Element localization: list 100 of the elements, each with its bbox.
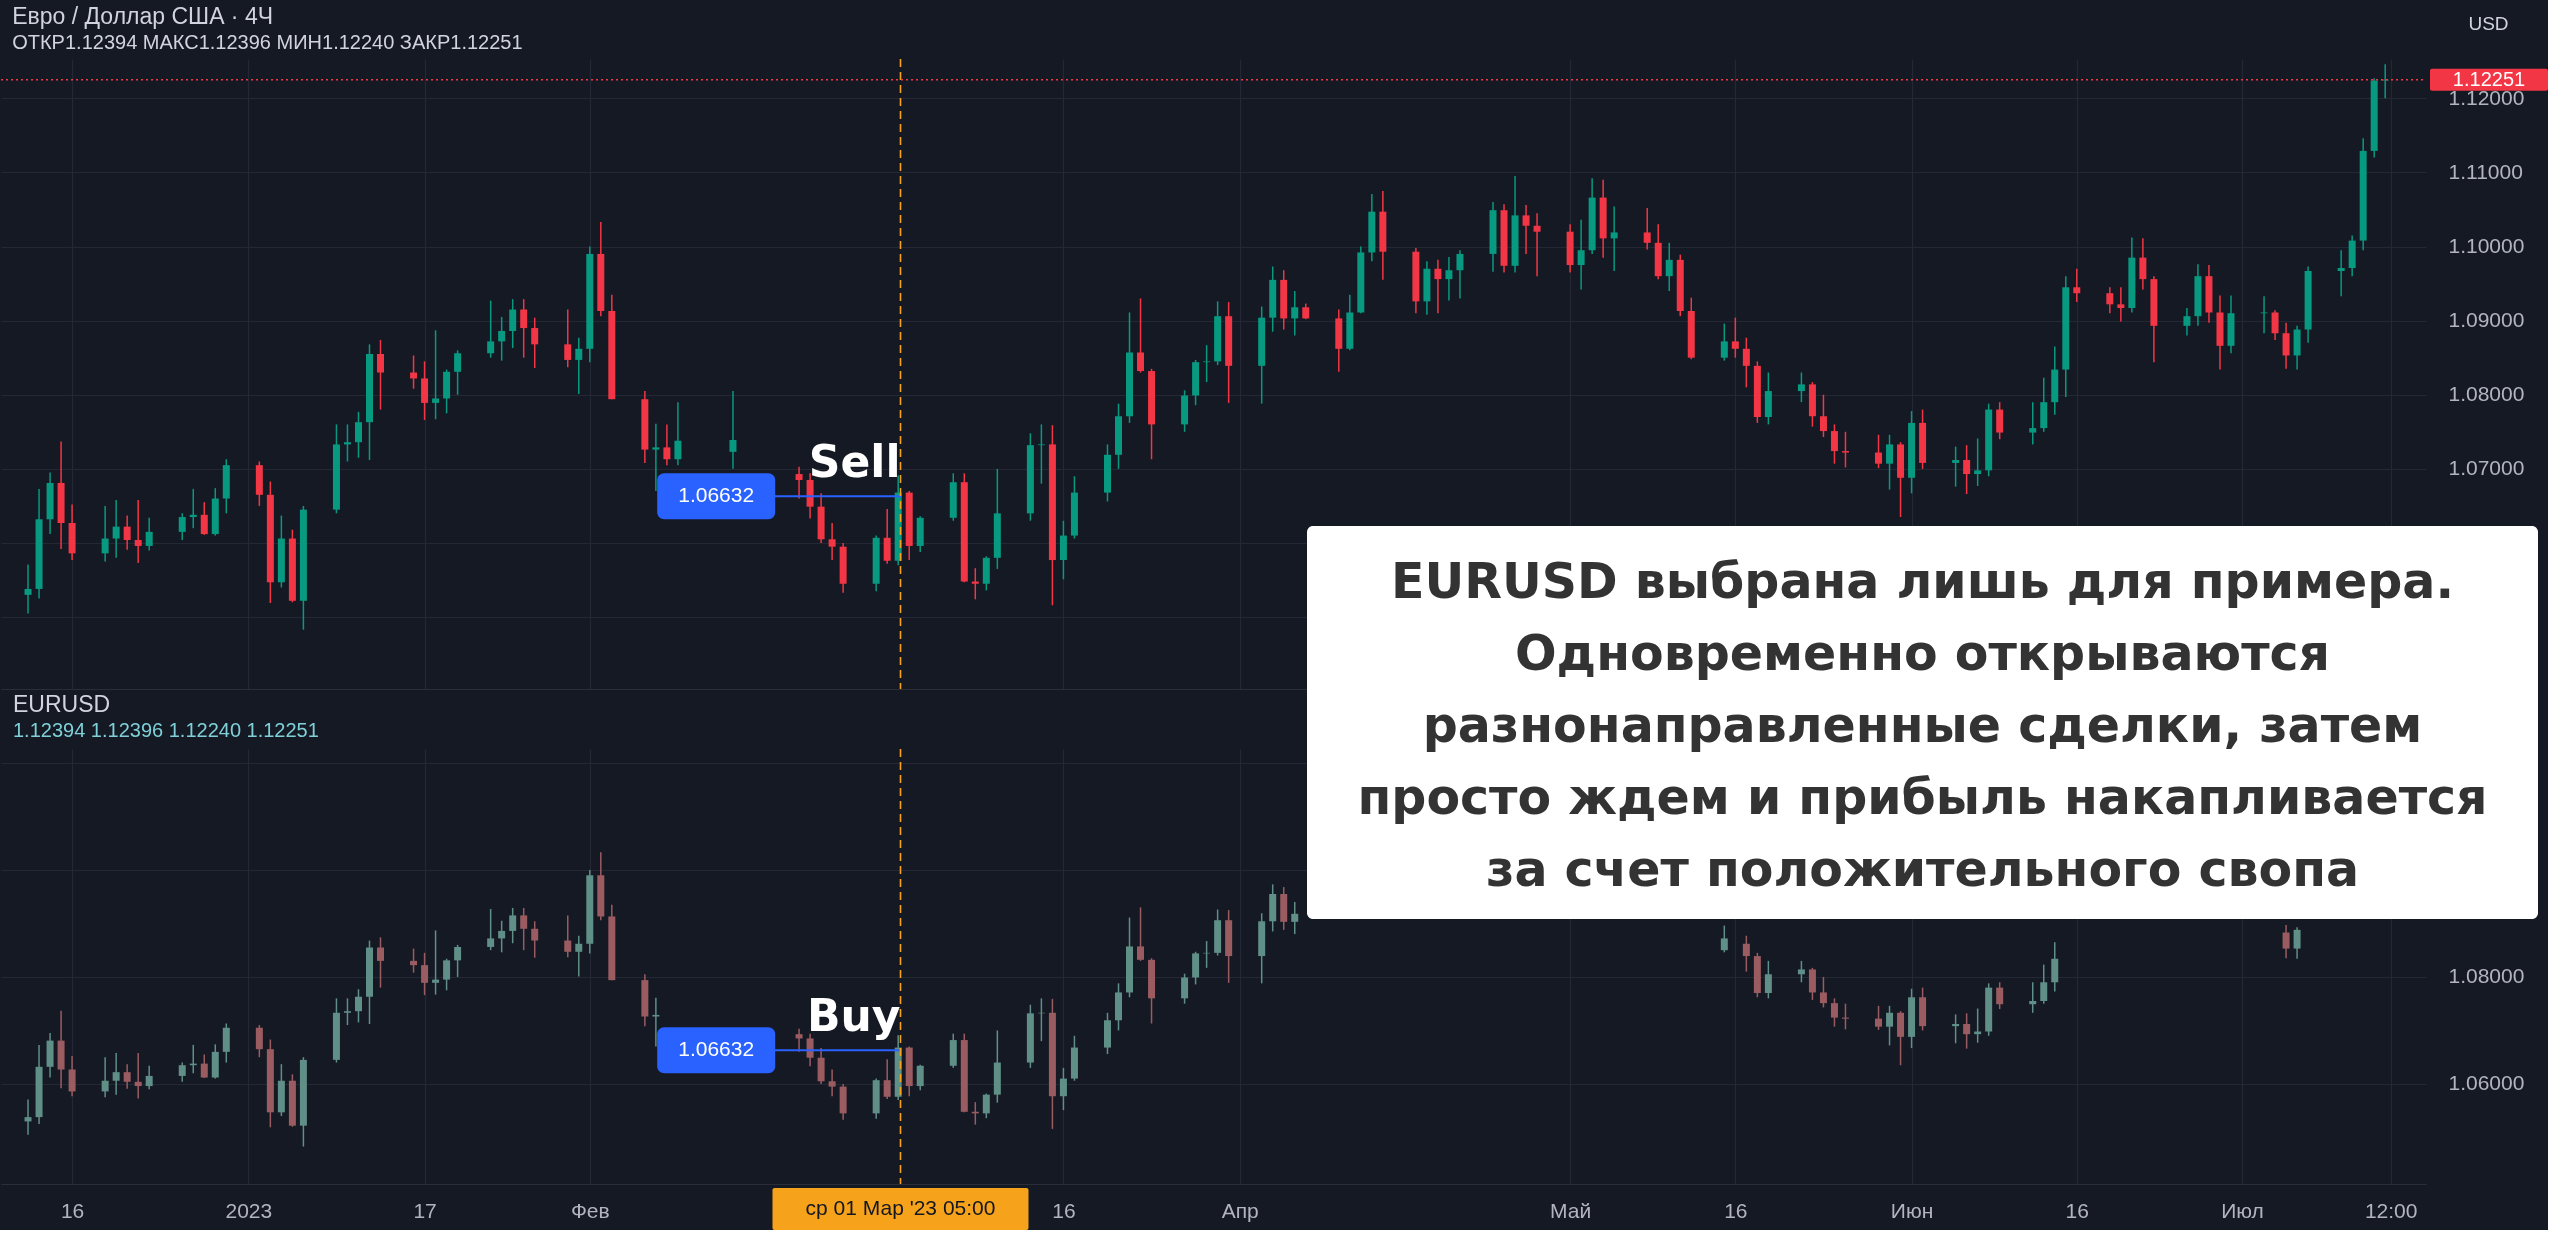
chart-subtitle: 1.12394 1.12396 1.12240 1.12251 (13, 719, 319, 741)
candlestick (454, 349, 462, 396)
candlestick (1819, 394, 1827, 438)
y-tick-label: 1.07000 (2448, 456, 2525, 480)
candlestick (575, 934, 583, 978)
candlestick (1522, 204, 1530, 255)
candlestick (1819, 976, 1827, 1009)
candlestick (343, 997, 351, 1026)
y-tick-label: 1.10000 (2448, 234, 2525, 258)
y-tick-label: 1.08000 (2448, 382, 2525, 406)
candlestick (729, 390, 737, 470)
data-label: 1.06632 (678, 483, 755, 507)
candlestick (354, 411, 362, 459)
candlestick (1720, 322, 1728, 362)
candlestick (255, 1024, 263, 1058)
y-tick-label: 1.09000 (2448, 308, 2525, 332)
candlestick (916, 1063, 924, 1092)
candlestick (1643, 207, 1651, 251)
candlestick (101, 1056, 109, 1099)
candlestick (2073, 268, 2081, 303)
x-tick-label: Июл (2221, 1198, 2264, 1222)
y-axis-title: USD (2468, 12, 2509, 34)
candlestick (1963, 444, 1971, 495)
candlestick (883, 1058, 891, 1100)
candlestick (487, 908, 495, 951)
candlestick (112, 499, 120, 559)
candlestick (509, 298, 517, 349)
candlestick (421, 952, 429, 996)
candlestick (134, 499, 142, 564)
candlestick (1996, 401, 2004, 440)
candlestick (377, 936, 384, 989)
annotation: EURUSD выбрана лишь для примера. Одновременно открываются разнонаправленные сделки, затем просто ждем и прибыль накапливается за счет положительного свопа (1357, 552, 2488, 898)
x-tick-label: 2023 (225, 1198, 273, 1222)
candlestick (982, 1092, 990, 1119)
candlestick (134, 1052, 142, 1100)
candlestick (1137, 297, 1145, 374)
candlestick (2183, 307, 2191, 337)
chart-subtitle: ОТКР1.12394 МАКС1.12396 МИН1.12240 ЗАКР1.12251 (12, 31, 523, 53)
x-tick-label: 17 (413, 1198, 437, 1222)
candlestick (1830, 423, 1838, 465)
candlestick (1181, 972, 1189, 1005)
candlestick (2139, 237, 2147, 291)
candlestick (354, 988, 362, 1024)
candlestick (520, 298, 528, 359)
candlestick (410, 947, 418, 974)
candlestick (487, 299, 495, 359)
y-tick-label: 1.11000 (2448, 159, 2523, 183)
candlestick (1996, 981, 2004, 1010)
candlestick (1808, 967, 1816, 1001)
candlestick (1291, 290, 1299, 337)
x-tick-label: 16 (60, 1198, 85, 1222)
candlestick (1720, 924, 1728, 954)
candlestick (1841, 431, 1849, 469)
candlestick (1445, 256, 1453, 302)
x-tick-label: 16 (1052, 1198, 1076, 1222)
candlestick (1731, 316, 1739, 359)
candlestick (1886, 1005, 1894, 1047)
candlestick (1203, 344, 1211, 383)
candlestick (674, 401, 682, 466)
candlestick (1434, 259, 1442, 314)
candlestick (123, 514, 131, 551)
candlestick (178, 512, 186, 541)
candlestick (1952, 445, 1960, 488)
candlestick (520, 907, 528, 951)
candlestick (123, 1063, 131, 1090)
candlestick (2337, 249, 2345, 297)
annotation: Sell (808, 436, 901, 488)
candlestick (432, 929, 440, 996)
candlestick (2029, 401, 2037, 446)
candlestick (828, 522, 836, 561)
candlestick (454, 944, 462, 978)
candlestick (2051, 941, 2059, 993)
candlestick (564, 914, 572, 958)
candlestick (509, 907, 517, 944)
candlestick (1137, 906, 1145, 962)
candlestick (1037, 423, 1045, 485)
x-tick-label: 16 (2065, 1198, 2089, 1222)
candlestick (101, 505, 109, 563)
candlestick (2260, 295, 2268, 334)
y-tick-label: 1.06000 (2448, 1071, 2525, 1095)
candlestick (1952, 1013, 1960, 1045)
candlestick (24, 563, 32, 615)
candlestick (1742, 336, 1750, 389)
candlestick (1875, 434, 1883, 469)
candlestick (795, 465, 803, 500)
candlestick (575, 336, 583, 395)
candlestick (1059, 1067, 1067, 1111)
candlestick (1974, 437, 1982, 487)
chart-title: EURUSD (13, 691, 111, 717)
candlestick (883, 508, 891, 565)
candlestick (564, 308, 572, 369)
x-tick-label: Фев (570, 1198, 610, 1222)
candlestick (1875, 1005, 1883, 1031)
candlestick (2282, 322, 2290, 370)
candlestick (1291, 901, 1299, 935)
chart-title: Евро / Доллар США · 4Ч (12, 3, 274, 29)
candlestick (145, 517, 153, 552)
candlestick (828, 1068, 836, 1097)
x-tick-label: 16 (1724, 1198, 1748, 1222)
y-tick-label: 1.08000 (2448, 964, 2525, 988)
